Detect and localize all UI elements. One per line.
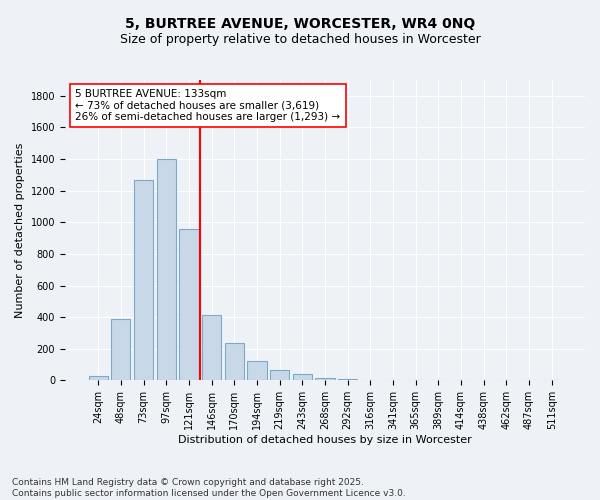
Bar <box>293 374 312 380</box>
Text: 5 BURTREE AVENUE: 133sqm
← 73% of detached houses are smaller (3,619)
26% of sem: 5 BURTREE AVENUE: 133sqm ← 73% of detach… <box>76 89 340 122</box>
Text: 5, BURTREE AVENUE, WORCESTER, WR4 0NQ: 5, BURTREE AVENUE, WORCESTER, WR4 0NQ <box>125 18 475 32</box>
Bar <box>338 379 357 380</box>
Bar <box>134 180 153 380</box>
Bar <box>157 159 176 380</box>
Bar <box>111 318 130 380</box>
Bar <box>270 370 289 380</box>
Text: Contains HM Land Registry data © Crown copyright and database right 2025.
Contai: Contains HM Land Registry data © Crown c… <box>12 478 406 498</box>
X-axis label: Distribution of detached houses by size in Worcester: Distribution of detached houses by size … <box>178 435 472 445</box>
Text: Size of property relative to detached houses in Worcester: Size of property relative to detached ho… <box>119 32 481 46</box>
Bar <box>247 362 266 380</box>
Bar <box>179 228 199 380</box>
Bar <box>89 376 108 380</box>
Bar <box>224 343 244 380</box>
Y-axis label: Number of detached properties: Number of detached properties <box>15 142 25 318</box>
Bar <box>202 314 221 380</box>
Bar <box>316 378 335 380</box>
